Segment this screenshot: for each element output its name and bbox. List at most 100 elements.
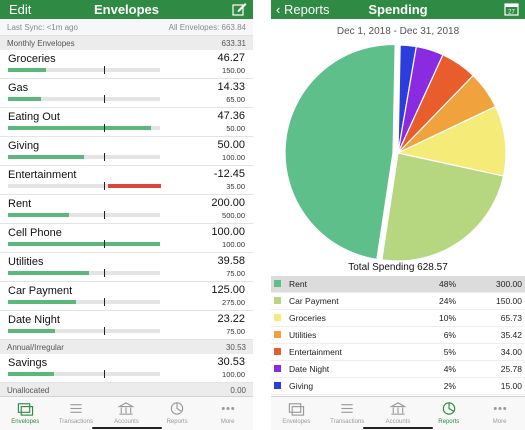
legend-name: Utilities xyxy=(289,330,317,340)
envelope-row[interactable]: Groceries 46.27 150.00 xyxy=(0,50,253,79)
legend-row[interactable]: Car Payment 24% 150.00 xyxy=(271,293,525,310)
envelope-budget: 100.00 xyxy=(222,153,245,162)
spending-pie-chart[interactable] xyxy=(271,40,525,265)
legend-percent: 24% xyxy=(438,296,456,306)
tab-more[interactable]: More xyxy=(202,397,253,430)
tab-envelopes[interactable]: Envelopes xyxy=(0,397,51,430)
legend-row[interactable]: Date Night 4% 25.78 xyxy=(271,361,525,378)
envelope-amount: -12.45 xyxy=(213,168,245,180)
envelope-name: Gas xyxy=(8,82,29,94)
envelope-budget: 150.00 xyxy=(222,66,245,75)
envelope-progress-marker xyxy=(104,370,105,378)
envelope-row[interactable]: Rent 200.00 500.00 xyxy=(0,195,253,224)
envelope-progress-fill xyxy=(8,242,160,246)
spending-screen: ‹ Reports Spending 27 Dec 1, 2018 - Dec … xyxy=(271,0,525,430)
envelope-amount: 50.00 xyxy=(217,139,245,151)
envelope-progress-marker xyxy=(104,124,105,132)
envelope-row[interactable]: Utilities 39.58 75.00 xyxy=(0,253,253,282)
legend-row[interactable]: Giving 2% 15.00 xyxy=(271,378,525,395)
envelope-row[interactable]: Date Night 23.22 75.00 xyxy=(0,311,253,340)
legend-name: Car Payment xyxy=(289,296,339,306)
back-button[interactable]: ‹ Reports xyxy=(276,2,330,17)
tab-label: Accounts xyxy=(385,419,411,425)
envelope-progress-fill xyxy=(8,213,69,217)
envelopes-screen: Edit Envelopes Last Sync: <1m ago All En… xyxy=(0,0,253,430)
section-header-unallocated: Unallocated 0.00 xyxy=(0,383,253,397)
envelope-amount: 14.33 xyxy=(217,81,245,93)
pie-slice-rent[interactable] xyxy=(284,43,396,261)
legend-swatch xyxy=(274,382,281,389)
tab-accounts[interactable]: Accounts xyxy=(101,397,152,430)
section-total: 30.53 xyxy=(225,342,246,352)
envelope-budget: 35.00 xyxy=(226,182,245,191)
date-range[interactable]: Dec 1, 2018 - Dec 31, 2018 xyxy=(336,26,460,37)
legend-percent: 4% xyxy=(443,364,456,374)
tab-accounts[interactable]: Accounts xyxy=(373,397,424,430)
accounts-icon xyxy=(117,402,136,415)
envelopes-icon xyxy=(289,403,305,416)
pie-slice-car-payment[interactable] xyxy=(381,152,505,262)
home-indicator xyxy=(92,427,162,429)
envelope-amount: 47.36 xyxy=(217,110,245,122)
envelope-row[interactable]: Gas 14.33 65.00 xyxy=(0,79,253,108)
tab-transactions[interactable]: Transactions xyxy=(322,397,373,430)
envelope-name: Savings xyxy=(8,357,48,369)
legend-amount: 35.42 xyxy=(500,330,522,340)
envelope-row[interactable]: Car Payment 125.00 275.00 xyxy=(0,282,253,311)
tab-label: Accounts xyxy=(114,419,139,425)
calendar-icon[interactable]: 27 xyxy=(504,2,519,16)
envelope-progress-track xyxy=(8,97,160,101)
envelope-progress-fill xyxy=(8,372,54,376)
legend-swatch xyxy=(274,348,281,355)
section-total: 633.31 xyxy=(221,38,246,48)
tab-reports[interactable]: Reports xyxy=(423,397,474,430)
envelope-progress-marker xyxy=(104,153,105,161)
tab-label: Transactions xyxy=(58,419,93,425)
envelope-name: Cell Phone xyxy=(8,227,62,239)
envelope-progress-track xyxy=(8,213,160,217)
edit-icon[interactable] xyxy=(232,2,247,16)
total-spending: Total Spending 628.57 xyxy=(348,262,448,273)
envelope-amount: 100.00 xyxy=(211,226,245,238)
envelope-row[interactable]: Savings 30.53 100.00 xyxy=(0,354,253,383)
tab-reports[interactable]: Reports xyxy=(152,397,203,430)
envelope-progress-marker xyxy=(104,182,105,190)
envelope-row[interactable]: Eating Out 47.36 50.00 xyxy=(0,108,253,137)
tab-label: Envelopes xyxy=(282,419,311,425)
legend-percent: 6% xyxy=(443,330,456,340)
envelope-budget: 275.00 xyxy=(222,298,245,307)
envelope-progress-fill xyxy=(108,184,161,188)
envelope-row[interactable]: Entertainment -12.45 35.00 xyxy=(0,166,253,195)
envelope-amount: 23.22 xyxy=(217,313,245,325)
envelope-progress-fill xyxy=(8,329,55,333)
envelope-row[interactable]: Giving 50.00 100.00 xyxy=(0,137,253,166)
envelope-progress-track xyxy=(8,300,160,304)
transactions-icon xyxy=(70,404,82,413)
edit-button[interactable]: Edit xyxy=(9,2,32,17)
tab-more[interactable]: More xyxy=(474,397,525,430)
accounts-icon xyxy=(389,402,407,415)
tab-envelopes[interactable]: Envelopes xyxy=(271,397,322,430)
legend-percent: 5% xyxy=(443,347,456,357)
legend-row[interactable]: Rent 48% 300.00 xyxy=(271,276,525,293)
section-total: 0.00 xyxy=(230,385,246,395)
envelope-progress-track xyxy=(8,329,160,333)
envelopes-navbar: Edit Envelopes xyxy=(0,0,253,19)
envelope-progress-marker xyxy=(104,298,105,306)
tab-label: Transactions xyxy=(330,419,365,425)
legend-name: Entertainment xyxy=(289,347,342,357)
envelope-progress-track xyxy=(8,372,160,376)
legend-row[interactable]: Entertainment 5% 34.00 xyxy=(271,344,525,361)
annual-envelope-list: Savings 30.53 100.00 xyxy=(0,354,253,383)
legend-row[interactable]: Utilities 6% 35.42 xyxy=(271,327,525,344)
legend-row[interactable]: Groceries 10% 65.73 xyxy=(271,310,525,327)
legend-swatch xyxy=(274,280,281,287)
envelope-progress-marker xyxy=(104,211,105,219)
transactions-icon xyxy=(341,404,353,413)
envelope-progress-track xyxy=(8,271,160,275)
envelope-progress-marker xyxy=(104,327,105,335)
envelope-budget: 50.00 xyxy=(226,124,245,133)
tab-transactions[interactable]: Transactions xyxy=(51,397,102,430)
envelope-row[interactable]: Cell Phone 100.00 100.00 xyxy=(0,224,253,253)
legend-name: Date Night xyxy=(289,364,330,374)
